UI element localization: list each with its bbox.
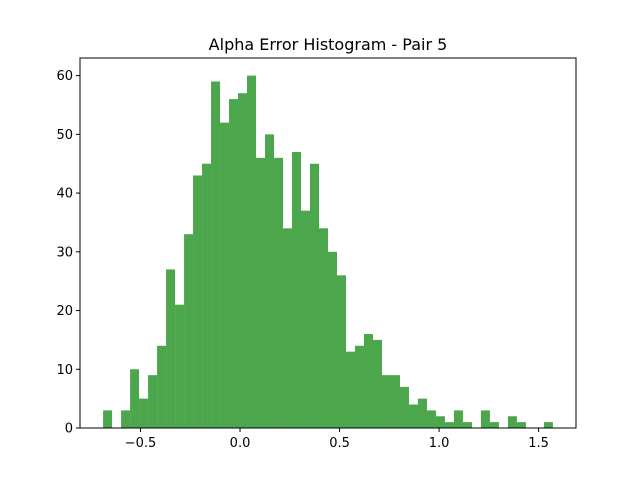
bar: [372, 339, 382, 428]
bar: [139, 398, 149, 428]
bar: [283, 228, 293, 428]
bar: [166, 269, 176, 428]
bar: [399, 386, 409, 428]
bar: [211, 81, 221, 428]
bar: [328, 251, 337, 428]
bar: [444, 422, 454, 428]
x-tick-label: −0.5: [125, 436, 157, 451]
y-tick-label: 60: [56, 69, 73, 84]
axes-frame: [79, 57, 577, 429]
x-tick-label: 0.0: [230, 436, 251, 451]
bar: [363, 334, 373, 428]
bar: [310, 163, 320, 428]
bar: [292, 151, 302, 428]
bar: [193, 175, 203, 428]
bar: [543, 422, 553, 428]
bar: [247, 75, 257, 428]
bar: [184, 234, 194, 428]
bar: [229, 99, 239, 428]
y-tick-label: 50: [56, 128, 73, 143]
bar: [507, 416, 517, 428]
bar: [462, 422, 472, 428]
bar: [319, 228, 328, 428]
x-tick-label: 0.5: [329, 436, 350, 451]
bar: [256, 157, 266, 429]
bar: [274, 157, 284, 429]
bar: [148, 375, 158, 428]
x-tick-label: 1.0: [429, 436, 450, 451]
bar: [453, 410, 463, 428]
bar: [426, 410, 436, 428]
bar: [390, 375, 400, 428]
bar: [130, 369, 140, 428]
bar: [354, 345, 364, 428]
bar: [202, 163, 212, 428]
bar: [157, 345, 167, 428]
bar: [480, 410, 490, 428]
bar: [220, 122, 230, 428]
bar: [516, 422, 526, 428]
bar: [336, 275, 346, 428]
y-tick-label: 40: [56, 187, 73, 202]
bar: [489, 422, 499, 428]
bar: [435, 416, 445, 428]
bar: [408, 404, 418, 428]
x-tick-label: 1.5: [528, 436, 549, 451]
bar: [301, 210, 311, 428]
bar: [265, 134, 275, 428]
y-tick-label: 30: [56, 245, 73, 260]
bar: [121, 410, 131, 428]
bar: [345, 351, 355, 428]
plot-area: [103, 75, 553, 429]
bar: [103, 410, 113, 428]
y-tick-label: 10: [56, 363, 73, 378]
bar: [175, 304, 185, 428]
chart-title: Alpha Error Histogram - Pair 5: [209, 35, 448, 54]
y-tick-label: 20: [56, 304, 73, 319]
bar: [238, 93, 248, 428]
bar: [417, 398, 427, 428]
y-tick-label: 0: [65, 422, 73, 437]
bar: [381, 375, 391, 428]
